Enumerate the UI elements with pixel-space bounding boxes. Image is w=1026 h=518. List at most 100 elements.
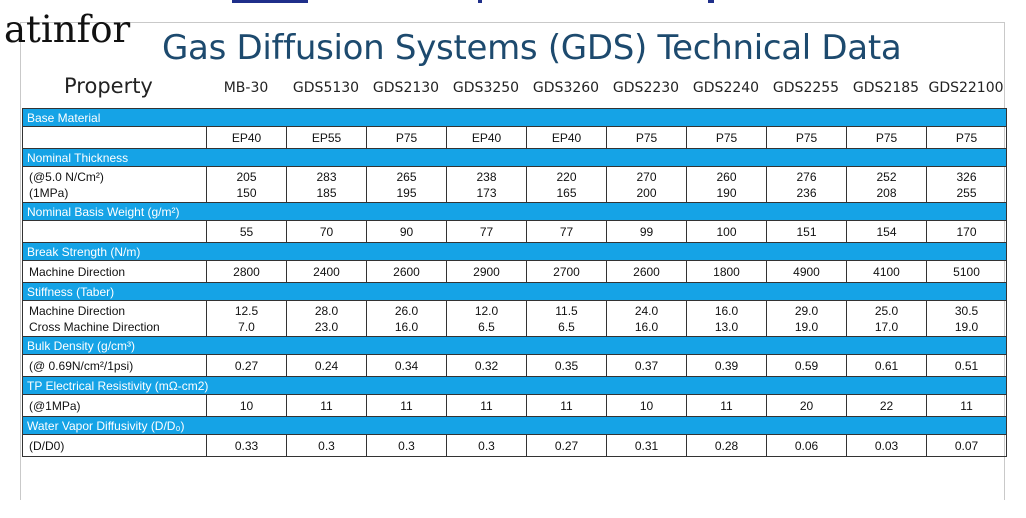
value-line: 22 <box>879 398 894 413</box>
value-line: 20 <box>799 398 814 413</box>
value-line: 16.0 <box>634 319 659 334</box>
value-line: 17.0 <box>874 319 899 334</box>
table-row: Machine Direction 2800 2400 2600 2900 2700 260… <box>22 260 1008 283</box>
section-title: Base Material <box>21 108 1008 127</box>
value-line: 276 <box>796 169 817 184</box>
value-cell: 0.07 <box>925 434 1008 457</box>
row-label: Machine Direction <box>22 260 207 283</box>
value-cell: 4100 <box>846 260 927 283</box>
value-line: 5100 <box>953 264 980 279</box>
value-line: EP55 <box>311 130 342 145</box>
value-line: 0.31 <box>634 438 659 453</box>
table-row: (D/D0) 0.33 0.3 0.3 0.3 0.27 0.31 0.28 0.06 0.03 0… <box>22 434 1008 457</box>
model-header-mb-30: MB-30 <box>223 80 269 96</box>
value-line: 4100 <box>873 264 900 279</box>
value-cell: 0.39 <box>686 354 767 377</box>
value-cell: P75 <box>846 126 927 149</box>
value-line: 0.34 <box>394 358 419 373</box>
value-line: 99 <box>639 224 654 239</box>
value-line: 200 <box>636 185 657 200</box>
row-label <box>22 220 207 243</box>
table-row: (@5.0 N/Cm²) (1MPa) 205 150 283 185 265 195 238 1… <box>22 166 1008 203</box>
section-header-row: Bulk Density (g/cm³) <box>21 336 1008 355</box>
value-cell: EP40 <box>526 126 607 149</box>
value-cell: 10 <box>206 394 287 417</box>
value-line: 13.0 <box>714 319 739 334</box>
row-label: (D/D0) <box>22 434 207 457</box>
value-line: P75 <box>715 130 738 145</box>
value-line: 154 <box>876 224 897 239</box>
value-line: 11 <box>400 398 413 413</box>
value-cell: 2600 <box>606 260 687 283</box>
value-line: 0.33 <box>234 438 259 453</box>
value-cell: 4900 <box>766 260 847 283</box>
value-cell: 2400 <box>286 260 367 283</box>
value-line: 190 <box>716 185 737 200</box>
value-cell: 22 <box>846 394 927 417</box>
value-cell: 0.27 <box>526 434 607 457</box>
value-line: 0.3 <box>318 438 335 453</box>
value-cell: 77 <box>526 220 607 243</box>
row-label-line: (@5.0 N/Cm²) <box>29 169 104 184</box>
value-line: EP40 <box>231 130 262 145</box>
top-decoration-bar <box>0 0 1026 3</box>
row-label: (@1MPa) <box>22 394 207 417</box>
value-line: 0.35 <box>554 358 579 373</box>
value-cell: 260 190 <box>686 166 767 203</box>
section-header-row: Stiffness (Taber) <box>21 282 1008 301</box>
value-cell: 2900 <box>446 260 527 283</box>
value-cell: 10 <box>606 394 687 417</box>
row-label-line: (@1MPa) <box>29 398 81 413</box>
model-header-gds3250: GDS3250 <box>452 80 520 96</box>
value-cell: 0.3 <box>446 434 527 457</box>
row-label-line: (1MPa) <box>29 185 69 200</box>
value-cell: 205 150 <box>206 166 287 203</box>
value-line: EP40 <box>471 130 502 145</box>
value-cell: 30.5 19.0 <box>925 300 1008 337</box>
value-line: 6.5 <box>478 319 495 334</box>
value-cell: 1800 <box>686 260 767 283</box>
value-cell: P75 <box>366 126 447 149</box>
value-cell: 252 208 <box>846 166 927 203</box>
value-line: 2700 <box>553 264 580 279</box>
value-line: 28.0 <box>314 303 339 318</box>
value-line: 24.0 <box>634 303 659 318</box>
value-cell: 220 165 <box>526 166 607 203</box>
section-header-row: TP Electrical Resistivity (mΩ-cm2) <box>21 376 1008 395</box>
watermark-text: atinfor <box>4 8 131 51</box>
value-cell: 270 200 <box>606 166 687 203</box>
value-line: 0.37 <box>634 358 659 373</box>
value-line: 238 <box>476 169 497 184</box>
row-label-line: (@ 0.69N/cm²/1psi) <box>29 358 134 373</box>
value-cell: 2800 <box>206 260 287 283</box>
value-cell: 0.03 <box>846 434 927 457</box>
value-line: 11 <box>480 398 493 413</box>
value-cell: 16.0 13.0 <box>686 300 767 337</box>
value-line: 100 <box>716 224 737 239</box>
table-row: EP40 EP55 P75 EP40 EP40 P75 P75 P75 P75 P75 <box>22 126 1008 149</box>
value-line: 70 <box>319 224 334 239</box>
value-cell: 0.27 <box>206 354 287 377</box>
section-header-row: Break Strength (N/m) <box>21 242 1008 261</box>
value-line: P75 <box>795 130 818 145</box>
value-line: 326 <box>956 169 977 184</box>
value-cell: 276 236 <box>766 166 847 203</box>
property-column-header: Property <box>64 74 153 98</box>
value-cell: 99 <box>606 220 687 243</box>
section-header-row: Water Vapor Diffusivity (D/D₀) <box>21 416 1008 435</box>
table-row: (@ 0.69N/cm²/1psi) 0.27 0.24 0.34 0.32 0.35 0.… <box>22 354 1008 377</box>
value-line: 11 <box>960 398 973 413</box>
value-line: 165 <box>556 185 577 200</box>
value-cell: 0.24 <box>286 354 367 377</box>
value-cell: 265 195 <box>366 166 447 203</box>
model-header-gds3260: GDS3260 <box>532 80 600 96</box>
value-line: 0.39 <box>714 358 739 373</box>
value-line: 2900 <box>473 264 500 279</box>
value-cell: 0.28 <box>686 434 767 457</box>
value-line: 77 <box>479 224 494 239</box>
page-title: Gas Diffusion Systems (GDS) Technical Da… <box>162 28 902 68</box>
value-line: 0.07 <box>954 438 979 453</box>
value-line: 11 <box>320 398 333 413</box>
value-cell: 0.06 <box>766 434 847 457</box>
value-line: 220 <box>556 169 577 184</box>
